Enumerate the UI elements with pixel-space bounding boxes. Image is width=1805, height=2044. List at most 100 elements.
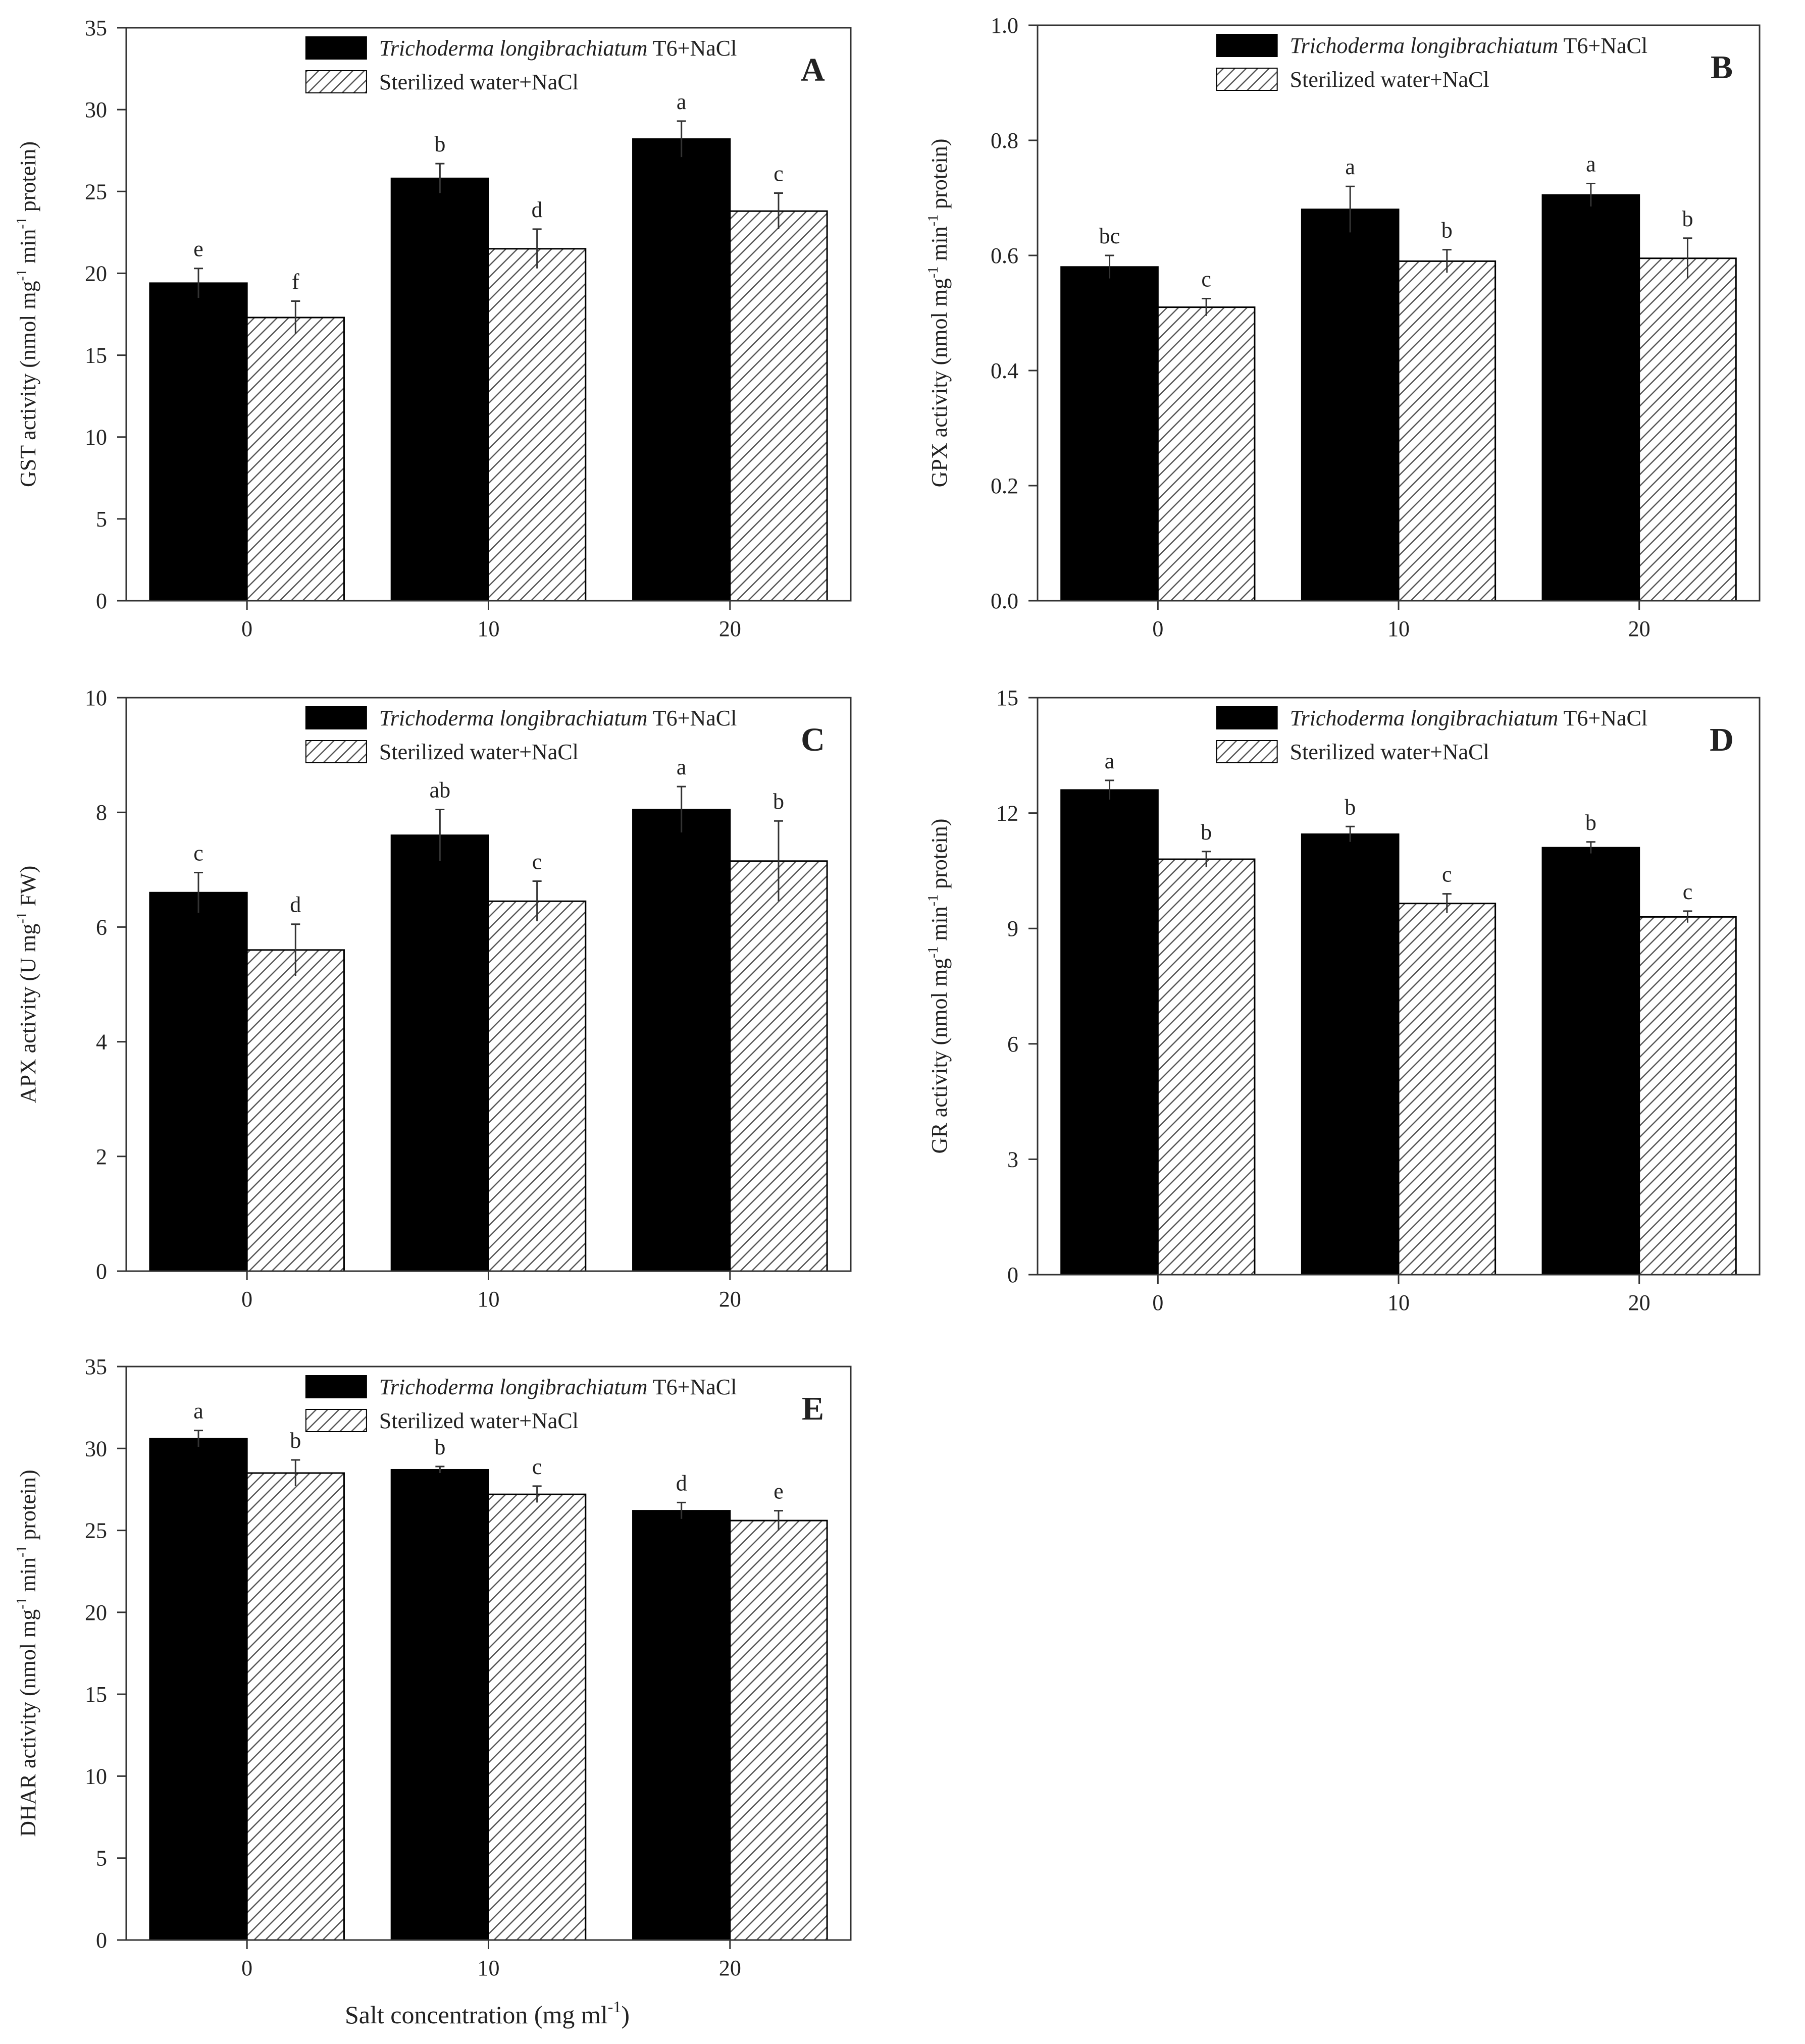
y-tick-label-c: 4: [96, 1030, 107, 1055]
bar-c-s2-0: [246, 949, 345, 1272]
panel-b: bc c 0 a b 10 a b 20 0.0 0.2 0.4 0.6 0.8 1.0 GPX activi…: [925, 13, 1761, 641]
legend-swatch-a-s2: [305, 70, 367, 93]
significance-letter-a-s2-20: c: [773, 162, 784, 186]
bar-b-s1-10: [1301, 208, 1400, 602]
significance-letter-e-s2-0: b: [290, 1428, 301, 1453]
y-tick-label-e: 30: [85, 1436, 107, 1461]
bar-a-s1-10: [390, 177, 490, 602]
legend-species: Trichoderma longibrachiatum: [1290, 706, 1559, 730]
significance-letter-d-s2-20: c: [1683, 879, 1693, 904]
bar-a-s1-20: [632, 138, 731, 602]
bar-c-s1-20: [632, 809, 731, 1272]
bar-d-s2-10: [1398, 903, 1497, 1276]
bar-c-s2-10: [488, 900, 587, 1272]
significance-letter-d-s1-10: b: [1345, 795, 1356, 819]
y-axis-label-part: GR activity (nmol mg: [927, 958, 952, 1154]
y-tick-label-e: 10: [85, 1764, 107, 1789]
bar-a-s1-0: [149, 282, 248, 602]
legend-label-a-s2: Sterilized water+NaCl: [379, 70, 579, 94]
bar-b-s2-10: [1398, 260, 1497, 602]
significance-letter-c-s2-0: d: [290, 893, 301, 917]
significance-letter-b-s2-0: c: [1201, 267, 1211, 292]
y-axis-label-part: min: [927, 226, 952, 266]
legend-label-a-s1: Trichoderma longibrachiatum T6+NaCl: [379, 36, 737, 61]
y-tick-label-c: 8: [96, 800, 107, 825]
bar-a-s2-0: [246, 317, 345, 602]
y-axis-label-part: protein): [16, 1470, 40, 1545]
y-axis-label-part: GPX activity (nmol mg: [927, 278, 952, 487]
significance-letter-a-s1-20: a: [677, 89, 687, 114]
bar-a-s2-20: [729, 210, 828, 602]
x-tick-label-a-0: 0: [241, 616, 252, 641]
bar-b-s1-20: [1541, 194, 1640, 602]
y-tick-label-a: 20: [85, 261, 107, 286]
significance-letter-a-s2-0: f: [292, 270, 299, 294]
significance-letter-b-s2-10: b: [1441, 218, 1453, 243]
y-tick-label-a: 15: [85, 343, 107, 368]
legend-swatch-c-s2: [305, 740, 367, 763]
y-tick-label-d: 0: [1007, 1263, 1018, 1287]
y-tick-label-a: 10: [85, 425, 107, 450]
legend-treatment: T6+NaCl: [1558, 706, 1647, 730]
legend-treatment: T6+NaCl: [1558, 33, 1647, 58]
y-axis-label-part: protein): [927, 819, 952, 895]
y-axis-label-part: -1: [14, 217, 30, 229]
significance-letter-c-s2-10: c: [532, 850, 542, 874]
y-axis-label-part: -1: [14, 269, 30, 281]
y-axis-label-part: protein): [16, 141, 40, 217]
legend-species: Trichoderma longibrachiatum: [1290, 33, 1559, 58]
bar-e-s2-0: [246, 1472, 345, 1941]
bar-e-s1-10: [390, 1469, 490, 1941]
panel-a: e f 0 b d 10 a c 20 0 5 10 15 20 25 30 35 GST activity (n…: [14, 16, 852, 641]
y-tick-label-b: 0.2: [991, 474, 1018, 498]
significance-letter-b-s2-20: b: [1682, 206, 1693, 231]
y-tick-label-a: 35: [85, 16, 107, 40]
legend-swatch-d-s1: [1216, 706, 1278, 729]
y-axis-label-part: -1: [925, 267, 941, 278]
x-tick-label-e-20: 20: [719, 1956, 741, 1980]
legend-treatment: T6+NaCl: [648, 36, 737, 61]
significance-letter-e-s1-10: b: [434, 1435, 445, 1459]
panel-e: a b 0 b c 10 d e 20 0 5 10 15 20 25 30 35 DHAR activity (…: [14, 1354, 852, 1980]
significance-letter-b-s1-20: a: [1586, 152, 1596, 177]
y-tick-label-c: 0: [96, 1259, 107, 1284]
significance-letter-e-s2-20: e: [773, 1479, 784, 1504]
x-tick-label-d-20: 20: [1628, 1290, 1651, 1315]
bar-e-s1-20: [632, 1510, 731, 1941]
bar-d-s1-10: [1301, 833, 1400, 1276]
y-tick-label-e: 15: [85, 1682, 107, 1707]
y-axis-label-part: min: [927, 906, 952, 946]
y-axis-label-part: -1: [925, 215, 941, 226]
axes-frame-c: [125, 697, 852, 1272]
x-tick-label-e-10: 10: [478, 1956, 500, 1980]
axes-frame-a: [125, 27, 852, 602]
y-axis-label-part: GST activity (nmol mg: [16, 281, 40, 487]
bar-d-s1-20: [1541, 847, 1640, 1276]
y-tick-label-e: 0: [96, 1928, 107, 1953]
significance-letter-d-s1-0: a: [1105, 749, 1115, 773]
y-tick-label-e: 25: [85, 1518, 107, 1543]
y-tick-label-d: 15: [996, 686, 1018, 710]
y-tick-label-c: 6: [96, 915, 107, 939]
y-axis-label-part: DHAR activity (nmol mg: [16, 1609, 40, 1837]
bar-d-s2-20: [1638, 916, 1737, 1276]
significance-letter-b-s1-10: a: [1345, 154, 1355, 179]
x-tick-label-c-10: 10: [478, 1287, 500, 1312]
panel-letter-a: A: [801, 51, 825, 88]
legend-swatch-c-s1: [305, 706, 367, 729]
significance-letter-c-s1-20: a: [677, 755, 687, 779]
y-tick-label-b: 1.0: [991, 13, 1018, 38]
significance-letter-e-s1-0: a: [193, 1399, 203, 1424]
x-tick-label-b-10: 10: [1387, 616, 1410, 641]
legend-species: Trichoderma longibrachiatum: [379, 1375, 648, 1399]
y-tick-label-e: 5: [96, 1846, 107, 1871]
significance-letter-c-s2-20: b: [773, 789, 784, 814]
y-axis-label-part: -1: [925, 947, 941, 958]
significance-letter-a-s1-10: b: [434, 132, 445, 156]
y-axis-label-part: protein): [927, 139, 952, 215]
y-axis-label-part: min: [16, 229, 40, 269]
bar-e-s1-0: [149, 1438, 248, 1941]
x-tick-label-d-0: 0: [1152, 1290, 1163, 1315]
y-tick-label-e: 35: [85, 1354, 107, 1379]
